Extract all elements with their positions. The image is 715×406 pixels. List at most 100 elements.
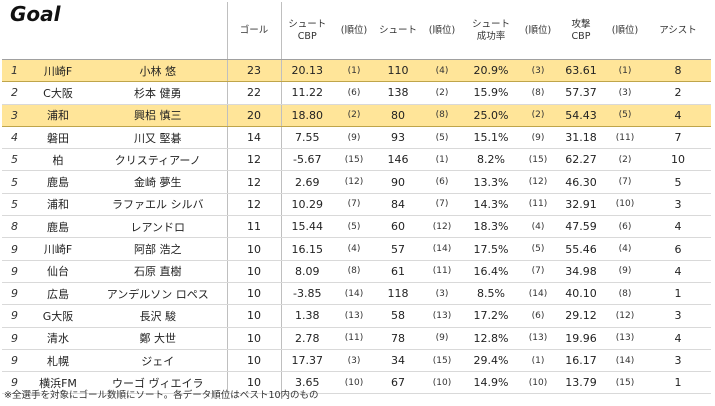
attack-cbp-cell: 62.27 (557, 148, 605, 172)
header-attack-rank: (順位) (605, 2, 645, 60)
goals-cell: 10 (226, 237, 281, 261)
table-row: 2 C大阪 杉本 健勇 22 11.22 (6) 138 (2) 15.9% (8) 57.37 (3… (2, 81, 711, 105)
goals-cell: 22 (226, 81, 281, 105)
shot-cbp-cell: 11.22 (280, 81, 333, 105)
attack-cbp-cell: 40.10 (557, 282, 605, 306)
success-rank-cell: (7) (519, 260, 557, 283)
assists-cell: 3 (645, 349, 711, 373)
rank-cell: 5 (2, 193, 27, 217)
shot-cbp-cell: 10.29 (280, 193, 333, 217)
shots-rank-cell: (7) (421, 193, 463, 217)
header-success: シュート 成功率 (463, 2, 519, 60)
rank-cell: 1 (2, 58, 27, 83)
goals-cell: 12 (226, 170, 281, 194)
attack-cbp-cell: 57.37 (557, 81, 605, 105)
table-body: 1 川崎F 小林 悠 23 20.13 (1) 110 (4) 20.9% (3) 63.61 (1)… (2, 58, 711, 395)
attack-cbp-cell: 19.96 (557, 327, 605, 350)
shots-rank-cell: (14) (421, 237, 463, 261)
shots-cell: 67 (375, 371, 421, 395)
goals-cell: 11 (226, 215, 281, 239)
success-rank-cell: (6) (519, 304, 557, 328)
rank-cell: 8 (2, 215, 27, 239)
club-cell: 浦和 (27, 103, 89, 127)
success-rate-cell: 18.3% (463, 215, 519, 239)
assists-cell: 4 (645, 103, 711, 127)
table-row: 9 札幌 ジェイ 10 17.37 (3) 34 (15) 29.4% (1) 16.17 (14) 3 (2, 349, 711, 373)
player-name-cell: 小林 悠 (89, 58, 227, 83)
attack-cbp-cell: 54.43 (557, 103, 605, 127)
shot-cbp-rank-cell: (15) (333, 148, 375, 172)
player-name-cell: 川又 堅碁 (89, 126, 227, 150)
success-rank-cell: (15) (519, 148, 557, 172)
rank-cell: 9 (2, 282, 27, 306)
assists-cell: 4 (645, 260, 711, 283)
attack-cbp-cell: 31.18 (557, 126, 605, 150)
table-row: 9 横浜FM ウーゴ ヴィエイラ 10 3.65 (10) 67 (10) 14.9% (10) 1… (2, 371, 711, 395)
success-rate-cell: 12.8% (463, 327, 519, 350)
goals-cell: 10 (226, 282, 281, 306)
shot-cbp-rank-cell: (3) (333, 349, 375, 373)
shot-cbp-cell: 1.38 (280, 304, 333, 328)
table-row: 5 柏クリスティアーノ 12 -5.67 (15) 146 (1) 8.2% (15) 62.27… (2, 148, 711, 172)
player-name-cell: 長沢 駿 (89, 304, 227, 328)
table-row: 9 清水鄭 大世 10 2.78 (11) 78 (9) 12.8% (13) 19.96 (13)… (2, 327, 711, 350)
success-rank-cell: (4) (519, 215, 557, 239)
attack-cbp-cell: 55.46 (557, 237, 605, 261)
success-rank-cell: (5) (519, 237, 557, 261)
goals-cell: 23 (226, 58, 281, 83)
club-cell: 鹿島 (27, 170, 89, 194)
club-cell: 横浜FM (27, 371, 89, 395)
assists-cell: 5 (645, 170, 711, 194)
table-title: Goal (2, 2, 227, 60)
shots-rank-cell: (3) (421, 282, 463, 306)
success-rate-cell: 17.5% (463, 237, 519, 261)
header-shots: シュート (375, 2, 421, 60)
table-row: 9 G大阪 長沢 駿 10 1.38 (13) 58 (13) 17.2% (6) 29.12 (12… (2, 304, 711, 328)
shots-cell: 57 (375, 237, 421, 261)
header-attack-line1: 攻撃 (571, 18, 591, 30)
shot-cbp-cell: 20.13 (280, 58, 333, 83)
header-success-rank: (順位) (519, 2, 557, 60)
goals-cell: 20 (226, 103, 281, 127)
rank-cell: 2 (2, 81, 27, 105)
assists-cell: 7 (645, 126, 711, 150)
header-assists: アシスト (645, 2, 711, 60)
attack-rank-cell: (11) (605, 126, 645, 150)
shot-cbp-cell: 16.15 (280, 237, 333, 261)
goals-cell: 10 (226, 304, 281, 328)
player-name-cell: ジェイ (89, 349, 227, 373)
shots-cell: 58 (375, 304, 421, 328)
shots-rank-cell: (9) (421, 327, 463, 350)
shots-rank-cell: (12) (421, 215, 463, 239)
success-rate-cell: 25.0% (463, 103, 519, 127)
player-name-cell: レアンドロ (89, 215, 227, 239)
success-rate-cell: 15.9% (463, 81, 519, 105)
shots-rank-cell: (2) (421, 81, 463, 105)
goals-cell: 12 (226, 193, 281, 217)
rank-cell: 5 (2, 170, 27, 194)
table-row: 1 川崎F 小林 悠 23 20.13 (1) 110 (4) 20.9% (3) 63.61 (1)… (2, 58, 711, 83)
shots-rank-cell: (6) (421, 170, 463, 194)
player-name-cell: 杉本 健勇 (89, 81, 227, 105)
attack-rank-cell: (3) (605, 81, 645, 105)
player-name-cell: ウーゴ ヴィエイラ (89, 371, 227, 395)
success-rate-cell: 20.9% (463, 58, 519, 83)
assists-cell: 4 (645, 215, 711, 239)
shots-rank-cell: (1) (421, 148, 463, 172)
rank-cell: 9 (2, 260, 27, 283)
attack-rank-cell: (7) (605, 170, 645, 194)
club-cell: G大阪 (27, 304, 89, 328)
table-row: 9 仙台 石原 直樹 10 8.09 (8) 61 (11) 16.4% (7) 34.98 (9) 4 (2, 260, 711, 283)
shot-cbp-cell: 2.69 (280, 170, 333, 194)
shots-rank-cell: (5) (421, 126, 463, 150)
shots-cell: 118 (375, 282, 421, 306)
footnote: ※全選手を対象にゴール数順にソート。各データ順位はベスト10内のもの (4, 390, 319, 401)
club-cell: 磐田 (27, 126, 89, 150)
shot-cbp-rank-cell: (6) (333, 81, 375, 105)
success-rate-cell: 29.4% (463, 349, 519, 373)
assists-cell: 3 (645, 304, 711, 328)
assists-cell: 1 (645, 371, 711, 395)
success-rate-cell: 8.5% (463, 282, 519, 306)
table-row: 4 磐田 川又 堅碁 14 7.55 (9) 93 (5) 15.1% (9) 31.18 (11) 7 (2, 126, 711, 150)
success-rank-cell: (2) (519, 103, 557, 127)
